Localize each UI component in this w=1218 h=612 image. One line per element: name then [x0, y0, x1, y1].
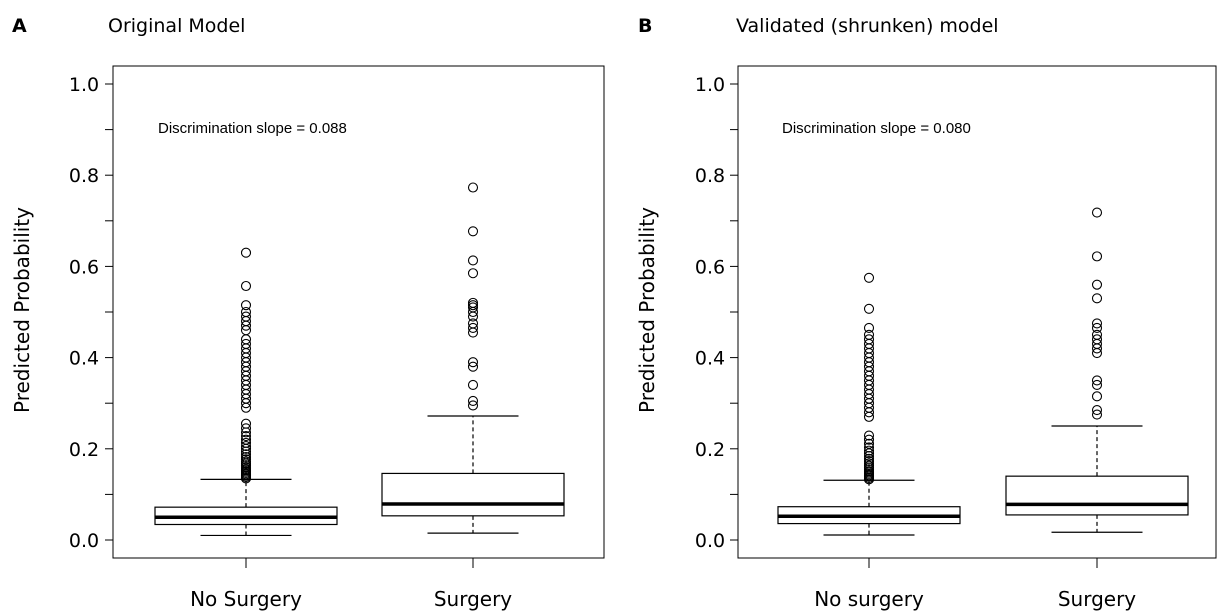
panel-b-ytick-label: 0.6: [695, 256, 725, 278]
outlier-point: [1091, 375, 1103, 386]
panel-b-y-axis: 0.0 0.2 0.4 0.6 0.8 1.0: [695, 74, 738, 552]
outlier-point: [863, 430, 875, 441]
panel-b-letter: B: [638, 15, 652, 37]
outlier-point: [467, 297, 479, 308]
panel-b-category-label: No surgery: [814, 587, 924, 611]
outlier-point: [240, 306, 252, 318]
panel-a-y-axis: 0.0 0.2 0.4 0.6 0.8 1.0: [69, 74, 113, 552]
outlier-point: [240, 434, 252, 445]
outlier-point: [863, 329, 875, 340]
panel-b-ytick-label: 0.2: [695, 439, 725, 461]
outlier-point: [1091, 279, 1103, 290]
outlier-point: [467, 322, 479, 334]
outlier-point: [240, 280, 252, 292]
outlier-point: [863, 272, 875, 283]
outlier-point: [1091, 404, 1103, 416]
panel-a-annotation: Discrimination slope = 0.088: [158, 120, 347, 137]
panel-a-title: Original Model: [108, 15, 245, 37]
panel-b-category-label: Surgery: [1058, 587, 1136, 611]
outlier-point: [467, 268, 479, 279]
outlier-point: [240, 247, 252, 258]
panel-a: A Original Model Predicted Probability D…: [10, 15, 605, 611]
outlier-point: [240, 451, 252, 463]
outlier-point: [240, 441, 252, 452]
panel-a-ytick-label: 0.2: [69, 439, 99, 461]
outlier-point: [240, 311, 252, 322]
panel-b-annotation: Discrimination slope = 0.080: [782, 120, 971, 137]
outlier-point: [467, 318, 479, 329]
panel-a-ytick-label: 0.6: [69, 256, 99, 278]
panel-a-box-1: [154, 247, 338, 537]
panel-b-box-1: [777, 272, 961, 536]
panel-a-category-label: No Surgery: [190, 587, 302, 611]
panel-a-category-label: Surgery: [434, 587, 512, 611]
outlier-point: [863, 445, 875, 456]
outlier-point: [1091, 391, 1103, 402]
outlier-point: [240, 437, 252, 448]
outlier-point: [863, 334, 875, 345]
panel-a-box-2: [381, 182, 565, 534]
panel-a-ytick-label: 0.8: [69, 165, 99, 187]
outlier-point: [863, 303, 875, 314]
panel-b-x-axis: No surgery Surgery: [814, 558, 1136, 611]
outlier-point: [1091, 318, 1103, 329]
panel-a-ylabel: Predicted Probability: [10, 207, 34, 413]
outlier-point: [240, 449, 252, 460]
panel-b-ytick-label: 0.4: [695, 348, 725, 370]
box-iqr: [381, 472, 565, 517]
outlier-point: [467, 361, 479, 372]
panel-b-ytick-label: 0.8: [695, 165, 725, 187]
panel-b-ytick-label: 1.0: [695, 74, 725, 96]
panel-a-ytick-label: 1.0: [69, 74, 99, 96]
outlier-point: [467, 379, 479, 391]
outlier-point: [863, 438, 875, 449]
panel-b-ylabel: Predicted Probability: [635, 207, 659, 413]
outlier-point: [1091, 293, 1103, 304]
outlier-point: [240, 423, 252, 434]
outlier-point: [467, 255, 479, 266]
outlier-point: [863, 448, 875, 459]
outlier-point: [467, 300, 479, 311]
outlier-point: [1091, 207, 1103, 218]
panel-b-title: Validated (shrunken) model: [736, 15, 999, 37]
outlier-point: [467, 357, 479, 368]
panel-a-ytick-label: 0.4: [69, 348, 99, 370]
outlier-point: [863, 442, 875, 453]
outlier-point: [863, 453, 875, 464]
outlier-point: [467, 395, 479, 406]
panel-b: B Validated (shrunken) model Predicted P…: [635, 15, 1217, 611]
panel-b-box-2: [1005, 207, 1189, 533]
outlier-point: [240, 338, 252, 349]
panel-b-ytick-label: 0.0: [695, 530, 725, 552]
outlier-point: [863, 434, 875, 445]
panel-a-x-axis: No Surgery Surgery: [190, 558, 512, 611]
panel-b-boxes: [777, 207, 1189, 536]
panel-a-boxes: [154, 182, 565, 537]
outlier-point: [467, 226, 479, 237]
outlier-point: [240, 300, 252, 311]
outlier-point: [1091, 329, 1103, 340]
outlier-point: [1091, 379, 1103, 391]
outlier-point: [240, 418, 252, 429]
outlier-point: [467, 400, 479, 411]
outlier-point: [1091, 322, 1103, 334]
outlier-point: [467, 182, 479, 193]
outlier-point: [240, 430, 252, 442]
panel-a-ytick-label: 0.0: [69, 530, 99, 552]
box-iqr: [1005, 475, 1189, 516]
outlier-point: [1091, 251, 1103, 262]
panel-a-letter: A: [12, 15, 27, 37]
outlier-point: [863, 322, 875, 334]
outlier-point: [1091, 409, 1103, 420]
outlier-point: [1091, 334, 1103, 345]
